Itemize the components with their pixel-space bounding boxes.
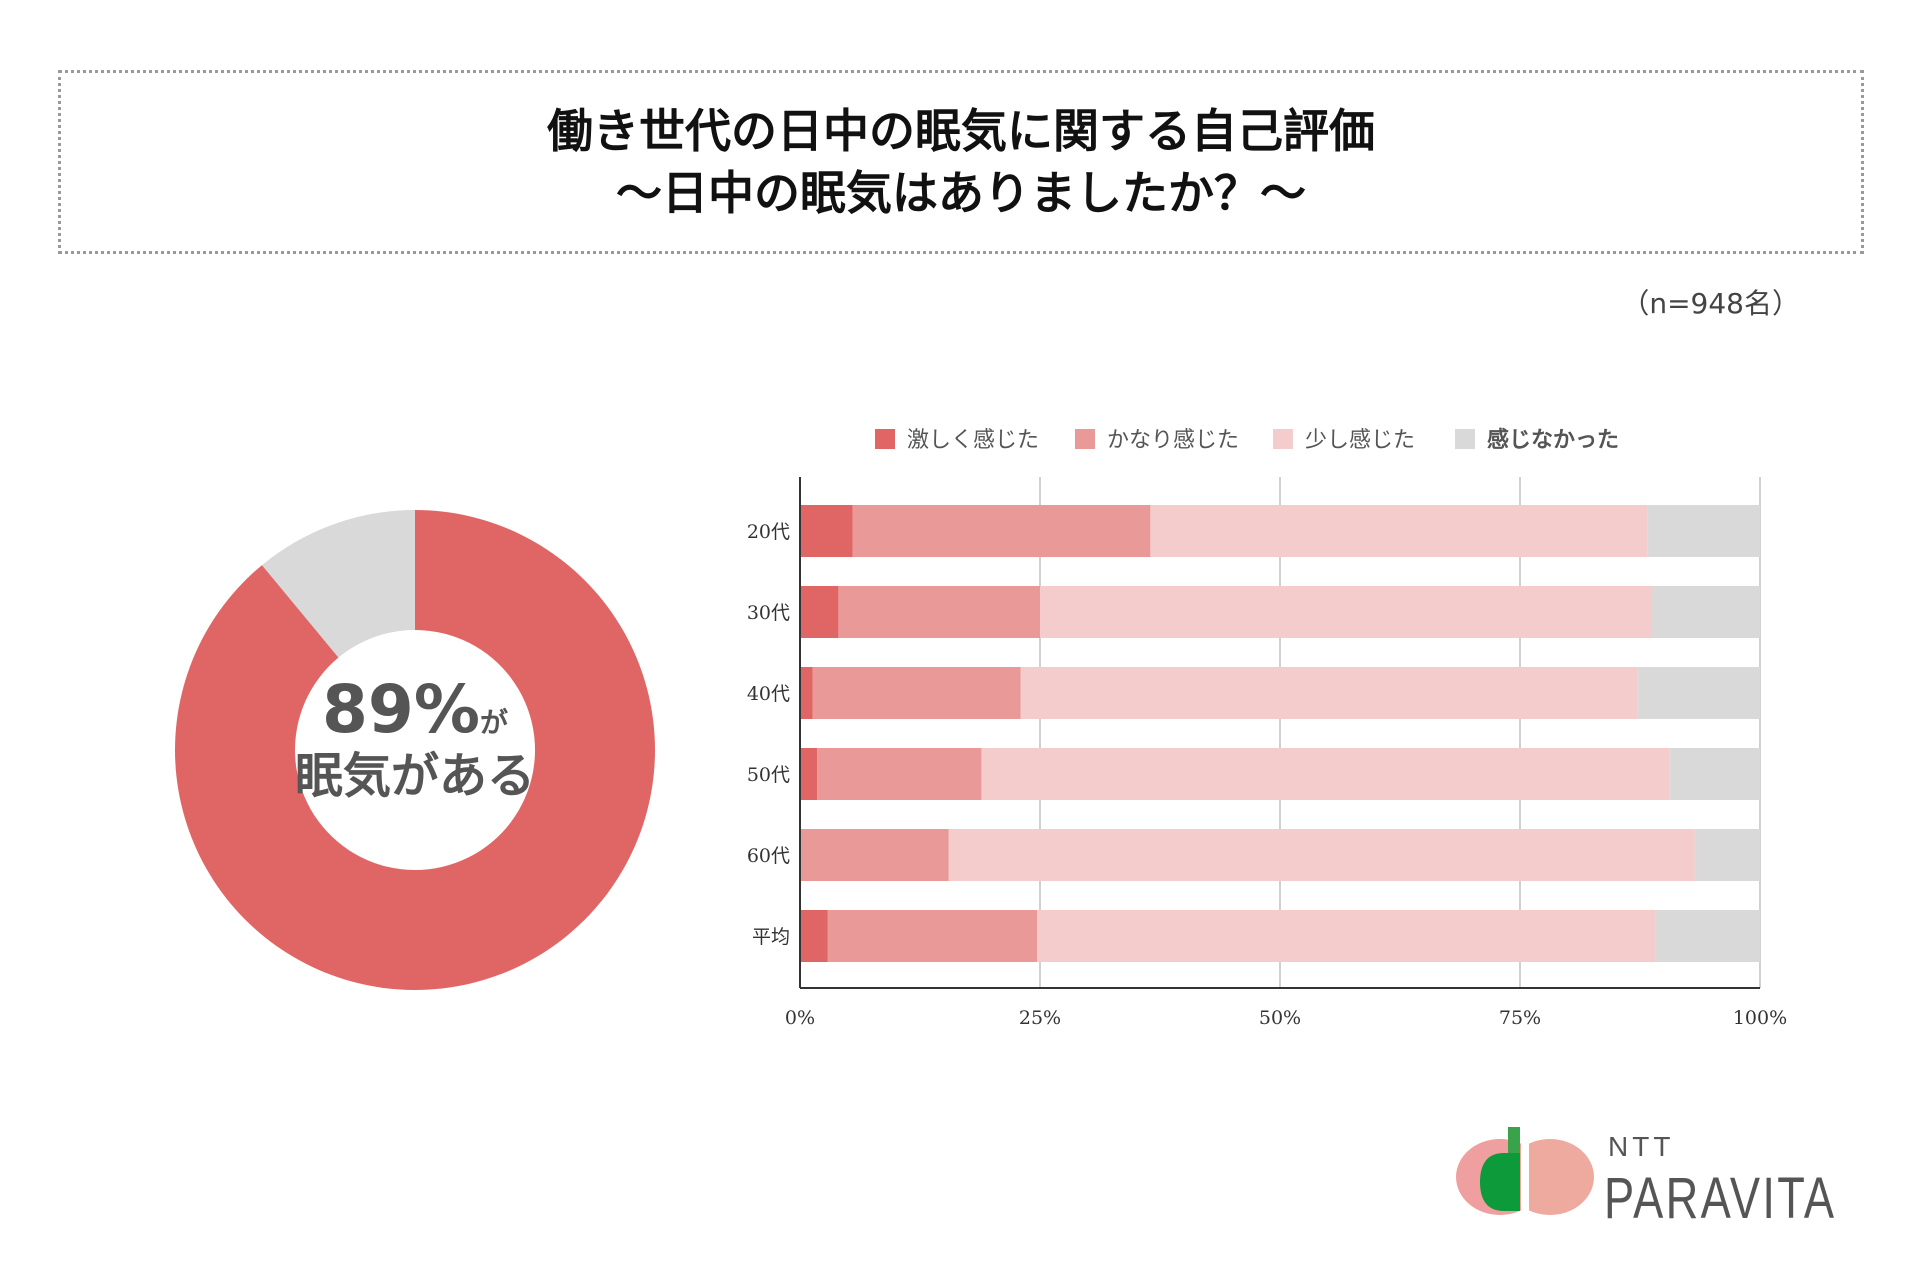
donut-percent: 89% <box>322 671 480 748</box>
donut-chart <box>175 510 655 990</box>
bar-segment <box>1651 586 1760 638</box>
bar-segment <box>812 667 1021 719</box>
donut-slice-not-sleepy <box>262 510 415 658</box>
bar-segment <box>1037 910 1656 962</box>
bar-segment <box>1040 586 1652 638</box>
bar-segment <box>800 667 813 719</box>
donut-slice-sleepy <box>175 510 655 990</box>
logo-stem <box>1508 1127 1520 1157</box>
brand-logo: NTT PARAVITA <box>1448 1125 1848 1235</box>
bar-segment <box>1669 748 1760 800</box>
y-category-label: 20代 <box>747 521 790 543</box>
x-tick-label: 75% <box>1499 1007 1541 1029</box>
legend-swatch <box>1273 429 1293 449</box>
legend-swatch <box>875 429 895 449</box>
legend-label: 少し感じた <box>1305 428 1415 453</box>
chart-title-line2: 〜日中の眠気はありましたか？〜 <box>616 166 1306 220</box>
logo-mark-icon <box>1456 1127 1594 1223</box>
y-category-label: 平均 <box>752 926 790 948</box>
legend-label: 激しく感じた <box>907 428 1039 453</box>
x-tick-label: 50% <box>1259 1007 1301 1029</box>
bar-segment <box>948 829 1695 881</box>
legend-swatch <box>1455 429 1475 449</box>
bar-segment <box>800 829 949 881</box>
donut-particle: が <box>479 706 508 739</box>
legend-swatch <box>1075 429 1095 449</box>
bar-segment <box>817 748 982 800</box>
bar-segment <box>800 505 853 557</box>
sample-size-label: （n=948名） <box>1621 287 1800 320</box>
chart-title-line1: 働き世代の日中の眠気に関する自己評価 <box>547 104 1375 158</box>
bar-segment <box>1150 505 1648 557</box>
y-category-label: 30代 <box>747 602 790 624</box>
bar-segment <box>981 748 1670 800</box>
bar-segment <box>800 586 839 638</box>
x-tick-label: 25% <box>1019 1007 1061 1029</box>
bar-segment <box>852 505 1151 557</box>
bar-segment <box>1694 829 1760 881</box>
bar-segment <box>800 748 818 800</box>
donut-subtitle: 眠気がある <box>294 748 535 804</box>
bar-segment <box>1020 667 1638 719</box>
bar-segment <box>800 910 828 962</box>
title-box: 働き世代の日中の眠気に関する自己評価 〜日中の眠気はありましたか？〜 <box>58 70 1864 254</box>
donut-center-label: 89%が 眠気がある <box>225 675 605 807</box>
legend-label: 感じなかった <box>1487 427 1619 453</box>
logo-ntt-text: NTT <box>1608 1131 1675 1162</box>
logo-divider <box>1521 1135 1529 1223</box>
bar-segment <box>1655 910 1760 962</box>
bar-segment <box>838 586 1040 638</box>
y-category-label: 60代 <box>747 845 790 867</box>
y-category-label: 50代 <box>747 764 790 786</box>
bar-segment <box>1637 667 1760 719</box>
y-category-label: 40代 <box>747 683 790 705</box>
logo-green-leaf <box>1480 1153 1520 1211</box>
x-tick-label: 100% <box>1733 1007 1787 1029</box>
bar-segment <box>827 910 1038 962</box>
legend-label: かなり感じた <box>1107 428 1239 453</box>
x-tick-label: 0% <box>785 1007 815 1029</box>
bar-segment <box>1647 505 1760 557</box>
logo-brand-text: PARAVITA <box>1604 1166 1837 1231</box>
